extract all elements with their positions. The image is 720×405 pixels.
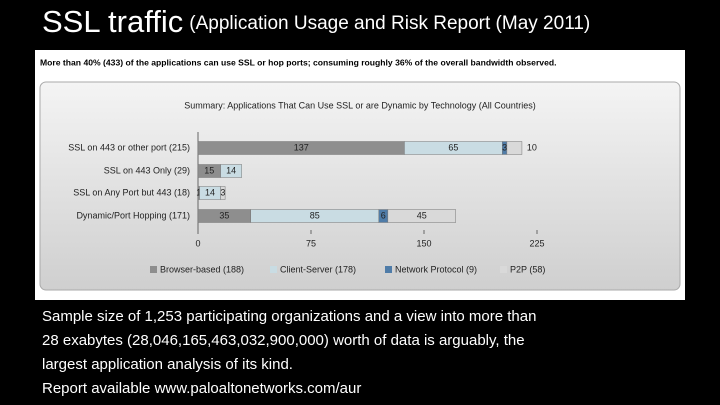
bar-segment	[387, 209, 456, 223]
data-label: 85	[310, 210, 320, 220]
data-label: 65	[448, 142, 458, 152]
legend-swatch	[500, 266, 507, 273]
data-label: 15	[204, 165, 214, 175]
data-label: 35	[219, 210, 229, 220]
legend-label: P2P (58)	[510, 264, 545, 274]
y-tick-label: Dynamic/Port Hopping (171)	[76, 210, 190, 220]
data-label: 10	[527, 142, 537, 152]
legend-swatch	[270, 266, 277, 273]
y-tick-label: SSL on 443 Only (29)	[104, 165, 190, 175]
body-line: 28 exabytes (28,046,165,463,032,900,000)…	[42, 332, 525, 349]
slide-title: SSL traffic (Application Usage and Risk R…	[42, 4, 590, 39]
legend-label: Network Protocol (9)	[395, 264, 477, 274]
subtitle: (Application Usage and Risk Report (May …	[189, 13, 590, 34]
legend-label: Browser-based (188)	[160, 264, 244, 274]
data-label: 14	[205, 187, 215, 197]
bar-segment	[220, 164, 242, 178]
chart-title: Summary: Applications That Can Use SSL o…	[184, 100, 536, 110]
data-label: 14	[226, 165, 236, 175]
legend-swatch	[150, 266, 157, 273]
body-line: Report available www.paloaltonetworks.co…	[42, 380, 361, 397]
data-label: 45	[417, 210, 427, 220]
x-tick-label: 0	[195, 238, 200, 248]
data-label: 1	[196, 187, 201, 197]
title: SSL traffic	[42, 4, 183, 39]
data-label: 3	[220, 187, 225, 197]
legend-label: Client-Server (178)	[280, 264, 356, 274]
x-tick-label: 225	[529, 238, 544, 248]
body-line: Sample size of 1,253 participating organ…	[42, 308, 536, 325]
bar-segment	[220, 186, 226, 200]
x-tick-label: 75	[306, 238, 316, 248]
data-label: 137	[294, 142, 309, 152]
y-tick-label: SSL on 443 or other port (215)	[68, 142, 190, 152]
legend-swatch	[385, 266, 392, 273]
data-label: 6	[381, 210, 386, 220]
x-tick-label: 150	[416, 238, 431, 248]
bar-segment	[506, 141, 523, 155]
data-label: 3	[502, 142, 507, 152]
headline: More than 40% (433) of the applications …	[40, 57, 557, 67]
body-line: largest application analysis of its kind…	[42, 356, 293, 373]
y-tick-label: SSL on Any Port but 443 (18)	[73, 187, 190, 197]
chart-frame	[39, 81, 681, 291]
